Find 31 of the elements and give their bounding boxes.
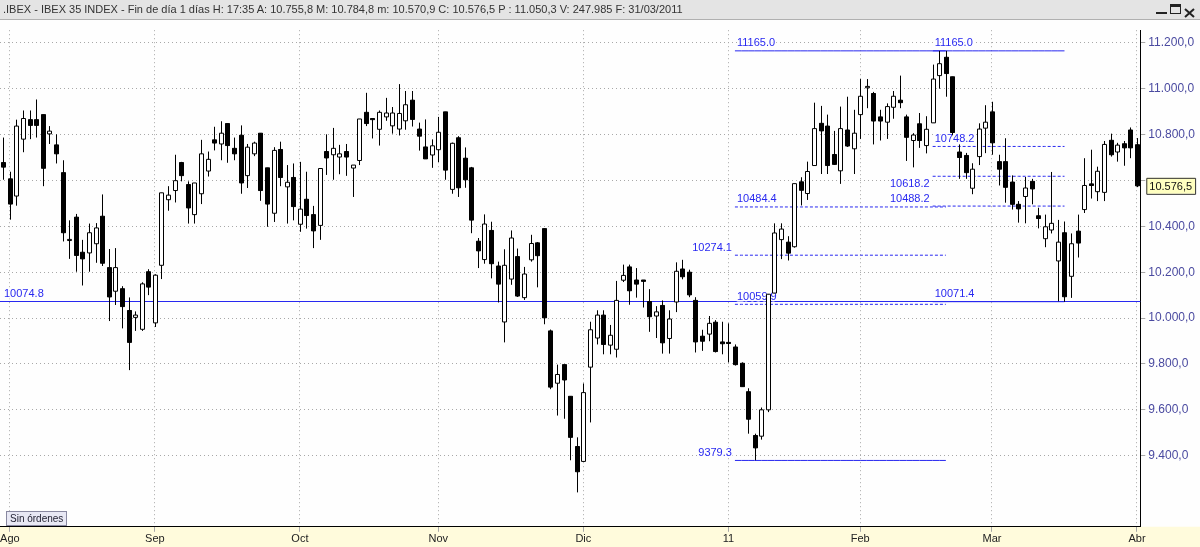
x-tick-label: Sep xyxy=(145,532,165,545)
y-tick-label: 9.400,0 xyxy=(1148,448,1189,463)
series-label: 11165.0 xyxy=(736,36,776,49)
text: 10.576,5 xyxy=(1149,179,1193,192)
x-tick-label: Nov xyxy=(428,532,449,545)
ref-line-label: 10074.8 xyxy=(4,286,44,299)
annotation: Sin órdenes xyxy=(6,511,68,526)
series-label: 10488.2 xyxy=(889,191,930,204)
y-tick-label: 9.600,0 xyxy=(1148,402,1189,417)
x-tick-label: Oct xyxy=(291,532,309,545)
y-tick-label: 11.000,0 xyxy=(1148,81,1195,95)
series-label: 10071.4 xyxy=(934,287,975,300)
x-tick-label: Mar xyxy=(982,532,1002,545)
y-tick-label: 10.200,0 xyxy=(1148,264,1196,279)
series-label: 10274.1 xyxy=(692,240,732,253)
x-tick-label: 11 xyxy=(722,532,735,545)
y-tick-label: 10.400,0 xyxy=(1148,218,1196,233)
x-tick-label: Abr xyxy=(1128,532,1146,545)
y-tick-label: 10.800,0 xyxy=(1148,126,1196,141)
series-label: 11165.0 xyxy=(934,36,973,49)
series-label: 10484.4 xyxy=(736,192,777,205)
x-tick-label: Feb xyxy=(850,532,870,545)
x-tick-label: Dic xyxy=(575,532,592,545)
y-tick-label: 11.200,0 xyxy=(1148,35,1195,50)
chart-title: .IBEX - IBEX 35 INDEX - Fin de día 1 días H: 17:35 A: 10.755,8 M: 10.784,8 m: 10.570,9 C: 10.576,5 P : 11.050,3 V: 247.985 F: 31/03/2011 xyxy=(3,3,683,15)
y-tick-label: 9.800,0 xyxy=(1148,356,1189,371)
series-label: 10748.2 xyxy=(934,131,975,144)
y-tick-label: 10.000,0 xyxy=(1148,310,1196,325)
x-tick-label: Ago xyxy=(0,532,20,545)
series-label: 10618.2 xyxy=(889,176,930,189)
series-label: 9379.3 xyxy=(698,445,732,458)
